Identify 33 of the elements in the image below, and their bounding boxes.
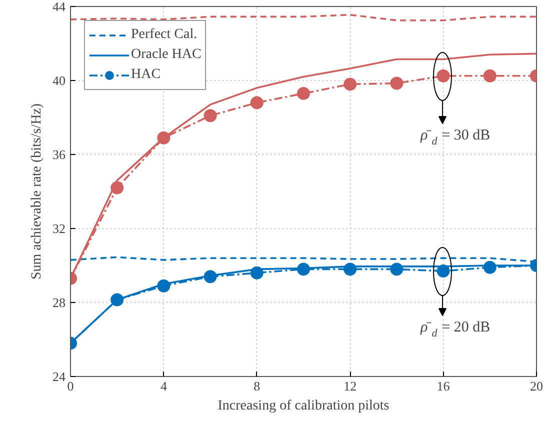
y-tick-label: 28: [52, 295, 66, 310]
x-tick-label: 12: [344, 378, 357, 394]
point: [204, 270, 217, 284]
point: [110, 181, 124, 194]
annotation: ρ̄d = 20 dB: [420, 320, 490, 340]
point: [250, 266, 264, 280]
y-tick-label: 32: [52, 221, 66, 236]
x-tick-label: 20: [530, 378, 543, 394]
annotation: ρ̄d = 30 dB: [420, 128, 490, 148]
y-tick-label: 36: [52, 147, 66, 162]
x-axis-title: Increasing of calibration pilots: [218, 398, 390, 414]
point: [250, 96, 264, 110]
point: [390, 76, 404, 90]
y-axis-title: Sum achievable rate (bits/s/Hz): [30, 103, 44, 280]
y-tick-label: 24: [52, 369, 66, 384]
point: [344, 78, 357, 91]
point: [344, 262, 357, 276]
y-tick-label: 40: [52, 73, 66, 88]
legend-label: Oracle HAC: [131, 47, 202, 63]
x-tick-label: 4: [160, 378, 168, 394]
y-tick-label: 44: [52, 0, 66, 14]
point: [483, 260, 496, 274]
x-tick-label: 0: [67, 378, 74, 394]
point: [297, 86, 310, 100]
x-tick-label: 16: [436, 378, 450, 394]
legend-label: HAC: [131, 67, 161, 83]
point: [157, 279, 170, 292]
point: [390, 262, 404, 276]
point: [297, 262, 310, 276]
x-tick-label: 8: [254, 378, 260, 394]
point: [204, 109, 217, 122]
point: [483, 69, 496, 82]
legend-label: Perfect Cal.: [131, 27, 198, 43]
